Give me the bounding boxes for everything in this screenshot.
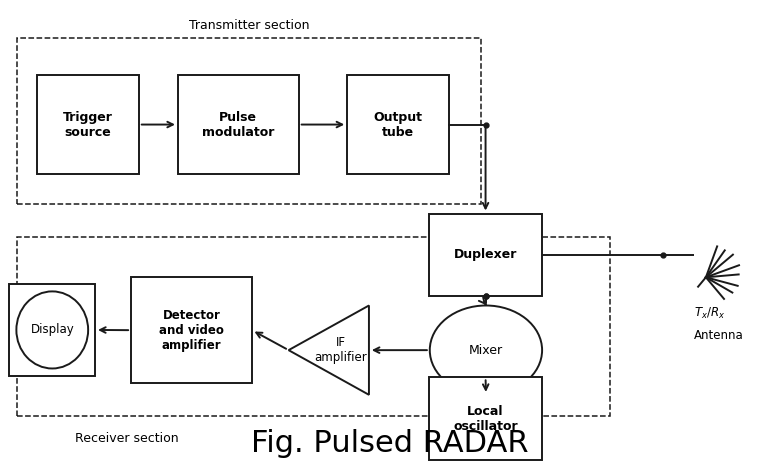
Bar xyxy=(37,75,139,174)
Polygon shape xyxy=(289,306,369,395)
Text: Output
tube: Output tube xyxy=(374,110,422,139)
Text: Trigger
source: Trigger source xyxy=(63,110,113,139)
Text: Local
oscillator: Local oscillator xyxy=(453,405,518,432)
Text: $T_x/R_x$: $T_x/R_x$ xyxy=(694,306,725,321)
Bar xyxy=(17,237,610,416)
Ellipse shape xyxy=(430,306,542,395)
Text: Receiver section: Receiver section xyxy=(75,432,178,446)
Text: Fig. Pulsed RADAR: Fig. Pulsed RADAR xyxy=(251,429,529,458)
Text: Antenna: Antenna xyxy=(694,329,744,342)
Bar xyxy=(178,75,299,174)
Text: Pulse
modulator: Pulse modulator xyxy=(202,110,275,139)
Text: IF
amplifier: IF amplifier xyxy=(314,336,367,364)
Bar xyxy=(17,38,481,204)
Bar xyxy=(429,377,542,460)
Bar xyxy=(347,75,448,174)
Text: Duplexer: Duplexer xyxy=(454,249,517,261)
Bar xyxy=(9,284,95,376)
Text: Detector
and video
amplifier: Detector and video amplifier xyxy=(159,309,224,352)
Text: Mixer: Mixer xyxy=(469,344,503,357)
Text: Display: Display xyxy=(30,323,74,337)
Bar xyxy=(429,214,542,296)
Ellipse shape xyxy=(16,291,88,368)
Text: Transmitter section: Transmitter section xyxy=(189,19,310,32)
Bar xyxy=(131,277,252,383)
